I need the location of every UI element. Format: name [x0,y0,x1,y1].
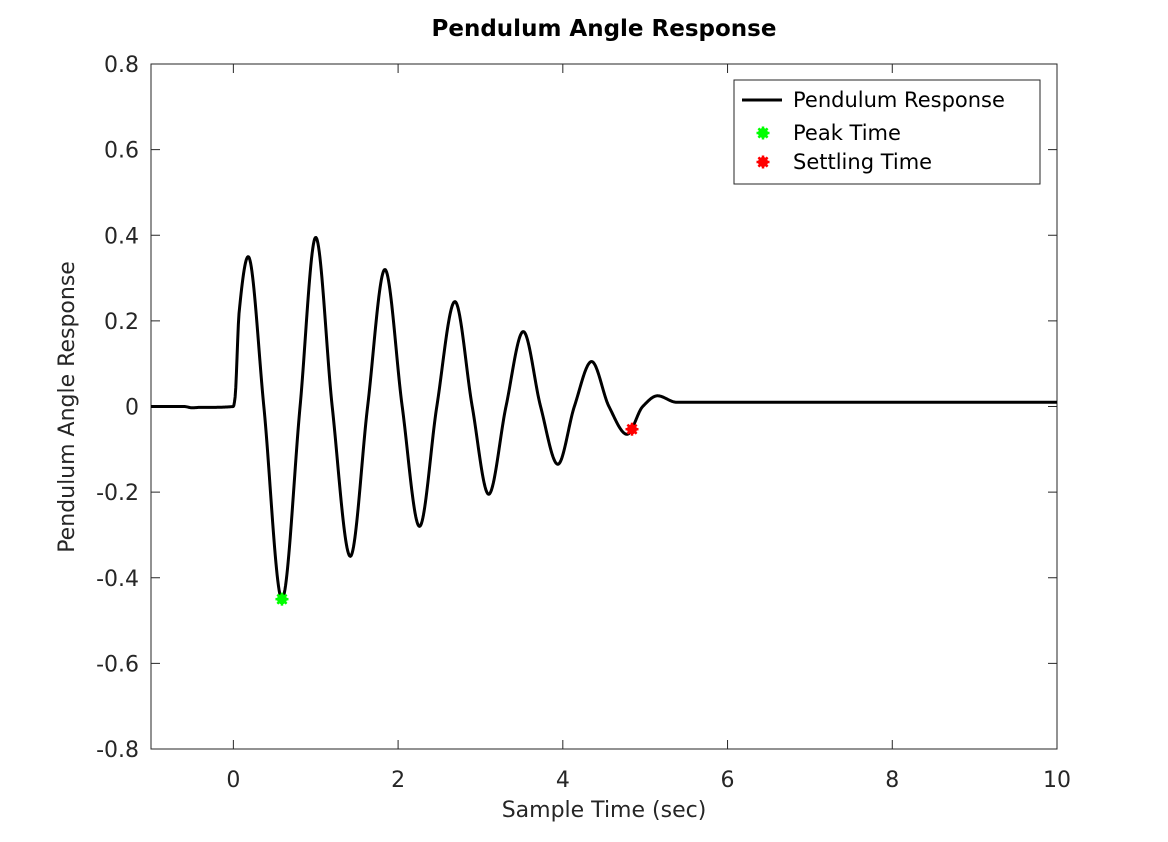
y-tick-label: 0.6 [104,139,139,164]
x-tick-label: 4 [556,768,570,793]
legend-label-settling-time: Settling Time [793,150,932,174]
y-tick-label: -0.4 [96,567,139,592]
legend-label-peak-time: Peak Time [793,121,901,145]
legend-swatch-peak [756,126,770,140]
y-tick-label: 0.2 [104,310,139,335]
y-tick-label: 0 [125,396,139,421]
plot-area: 0 2 4 6 8 10 -0.8 -0.6 -0.4 -0.2 0 0.2 0.4 0.6 0.8 [96,53,1071,793]
legend-label-pendulum-response: Pendulum Response [793,88,1005,112]
legend: Pendulum Response Peak Time Settling Time [733,79,1041,185]
x-tick-label: 0 [226,768,240,793]
legend-swatch-settling [756,155,770,169]
y-tick-label: -0.2 [96,481,139,506]
y-tick-label: -0.6 [96,652,139,677]
x-tick-label: 2 [391,768,405,793]
y-tick-label: 0.4 [104,224,139,249]
peak-time-marker [275,592,289,606]
x-tick-label: 10 [1043,768,1071,793]
legend-box [733,79,1041,185]
y-tick-label: -0.8 [96,738,139,763]
series-line-pendulum-response [150,236,1058,601]
chart-title: Pendulum Angle Response [432,16,777,42]
y-axis-label: Pendulum Angle Response [55,261,80,553]
x-tick-label: 6 [721,768,735,793]
settling-time-marker [625,422,639,436]
x-tick-label: 8 [885,768,899,793]
y-tick-label: 0.8 [104,53,139,78]
x-axis-label: Sample Time (sec) [502,798,707,823]
